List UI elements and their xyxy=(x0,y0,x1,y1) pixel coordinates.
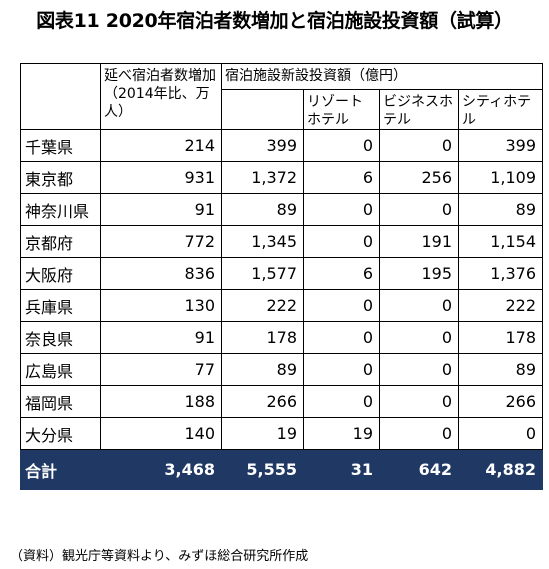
header-investment: 宿泊施設新設投資額（億円） xyxy=(221,63,543,90)
table-row: 広島県 77 89 0 0 89 xyxy=(20,353,543,386)
source-note: （資料）観光庁等資料より、みずほ総合研究所作成 xyxy=(10,549,309,564)
cell-resort: 6 xyxy=(303,257,380,290)
total-business: 642 xyxy=(379,449,459,490)
cell-name: 大阪府 xyxy=(20,257,101,290)
header-city: シティホテル xyxy=(458,89,543,130)
header-investment-total-blank xyxy=(221,89,304,130)
cell-name: 千葉県 xyxy=(20,129,101,162)
cell-resort: 0 xyxy=(303,321,380,354)
cell-name: 広島県 xyxy=(20,353,101,386)
cell-business: 191 xyxy=(379,225,459,258)
cell-investment: 266 xyxy=(221,385,304,418)
header-business: ビジネスホテル xyxy=(379,89,459,130)
cell-business: 0 xyxy=(379,353,459,386)
cell-name: 東京都 xyxy=(20,161,101,194)
table-row: 大阪府 836 1,577 6 195 1,376 xyxy=(20,257,543,290)
cell-guests: 931 xyxy=(100,161,222,194)
table-row: 京都府 772 1,345 0 191 1,154 xyxy=(20,225,543,258)
cell-city: 266 xyxy=(458,385,543,418)
total-investment: 5,555 xyxy=(221,449,304,490)
total-row: 合計 3,468 5,555 31 642 4,882 xyxy=(20,449,543,490)
cell-business: 0 xyxy=(379,321,459,354)
cell-city: 89 xyxy=(458,193,543,226)
cell-resort: 0 xyxy=(303,129,380,162)
cell-investment: 178 xyxy=(221,321,304,354)
table-title: 図表11 2020年宿泊者数増加と宿泊施設投資額（試算） xyxy=(36,10,513,32)
cell-guests: 77 xyxy=(100,353,222,386)
cell-name: 京都府 xyxy=(20,225,101,258)
table-row: 奈良県 91 178 0 0 178 xyxy=(20,321,543,354)
cell-resort: 0 xyxy=(303,353,380,386)
header-resort: リゾートホテル xyxy=(303,89,380,130)
cell-city: 1,154 xyxy=(458,225,543,258)
cell-name: 福岡県 xyxy=(20,385,101,418)
cell-city: 1,109 xyxy=(458,161,543,194)
cell-name: 神奈川県 xyxy=(20,193,101,226)
cell-resort: 19 xyxy=(303,417,380,450)
total-resort: 31 xyxy=(303,449,380,490)
cell-business: 0 xyxy=(379,193,459,226)
cell-investment: 399 xyxy=(221,129,304,162)
cell-investment: 1,577 xyxy=(221,257,304,290)
table-row: 福岡県 188 266 0 0 266 xyxy=(20,385,543,418)
cell-business: 195 xyxy=(379,257,459,290)
header-guests: 延べ宿泊者数増加（2014年比、万人） xyxy=(100,63,222,130)
table-row: 神奈川県 91 89 0 0 89 xyxy=(20,193,543,226)
cell-guests: 188 xyxy=(100,385,222,418)
cell-investment: 89 xyxy=(221,193,304,226)
cell-name: 大分県 xyxy=(20,417,101,450)
cell-resort: 0 xyxy=(303,289,380,322)
cell-business: 0 xyxy=(379,385,459,418)
investment-table: 延べ宿泊者数増加（2014年比、万人） 宿泊施設新設投資額（億円） リゾートホテ… xyxy=(20,63,543,490)
cell-investment: 89 xyxy=(221,353,304,386)
total-guests: 3,468 xyxy=(100,449,222,490)
total-name: 合計 xyxy=(20,449,101,490)
cell-investment: 1,345 xyxy=(221,225,304,258)
cell-investment: 19 xyxy=(221,417,304,450)
table-row: 東京都 931 1,372 6 256 1,109 xyxy=(20,161,543,194)
cell-city: 89 xyxy=(458,353,543,386)
cell-investment: 222 xyxy=(221,289,304,322)
cell-investment: 1,372 xyxy=(221,161,304,194)
cell-business: 0 xyxy=(379,129,459,162)
cell-guests: 91 xyxy=(100,193,222,226)
cell-city: 222 xyxy=(458,289,543,322)
cell-guests: 214 xyxy=(100,129,222,162)
cell-resort: 0 xyxy=(303,385,380,418)
cell-business: 256 xyxy=(379,161,459,194)
corner-cell xyxy=(20,63,101,130)
cell-city: 399 xyxy=(458,129,543,162)
cell-city: 1,376 xyxy=(458,257,543,290)
table-row: 千葉県 214 399 0 0 399 xyxy=(20,129,543,162)
cell-guests: 836 xyxy=(100,257,222,290)
total-city: 4,882 xyxy=(458,449,543,490)
cell-guests: 130 xyxy=(100,289,222,322)
cell-resort: 0 xyxy=(303,193,380,226)
cell-resort: 6 xyxy=(303,161,380,194)
table-row: 大分県 140 19 19 0 0 xyxy=(20,417,543,450)
cell-guests: 140 xyxy=(100,417,222,450)
cell-business: 0 xyxy=(379,289,459,322)
cell-city: 0 xyxy=(458,417,543,450)
cell-name: 奈良県 xyxy=(20,321,101,354)
table-row: 兵庫県 130 222 0 0 222 xyxy=(20,289,543,322)
cell-business: 0 xyxy=(379,417,459,450)
cell-name: 兵庫県 xyxy=(20,289,101,322)
cell-guests: 91 xyxy=(100,321,222,354)
cell-resort: 0 xyxy=(303,225,380,258)
cell-city: 178 xyxy=(458,321,543,354)
cell-guests: 772 xyxy=(100,225,222,258)
